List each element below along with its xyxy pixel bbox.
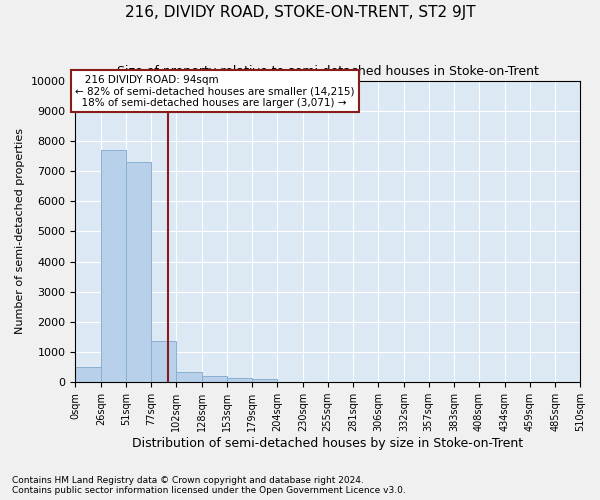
Bar [253,379,277,382]
Bar [75,367,101,382]
Y-axis label: Number of semi-detached properties: Number of semi-detached properties [15,128,25,334]
Bar [227,378,253,382]
Title: Size of property relative to semi-detached houses in Stoke-on-Trent: Size of property relative to semi-detach… [117,65,539,78]
Bar [101,150,126,382]
Bar [176,372,202,382]
Text: 216 DIVIDY ROAD: 94sqm
← 82% of semi-detached houses are smaller (14,215)
  18% : 216 DIVIDY ROAD: 94sqm ← 82% of semi-det… [75,74,355,108]
Bar [126,162,151,382]
Text: 216, DIVIDY ROAD, STOKE-ON-TRENT, ST2 9JT: 216, DIVIDY ROAD, STOKE-ON-TRENT, ST2 9J… [125,5,475,20]
Text: Contains HM Land Registry data © Crown copyright and database right 2024.
Contai: Contains HM Land Registry data © Crown c… [12,476,406,495]
X-axis label: Distribution of semi-detached houses by size in Stoke-on-Trent: Distribution of semi-detached houses by … [132,437,523,450]
Bar [151,342,176,382]
Bar [202,376,227,382]
